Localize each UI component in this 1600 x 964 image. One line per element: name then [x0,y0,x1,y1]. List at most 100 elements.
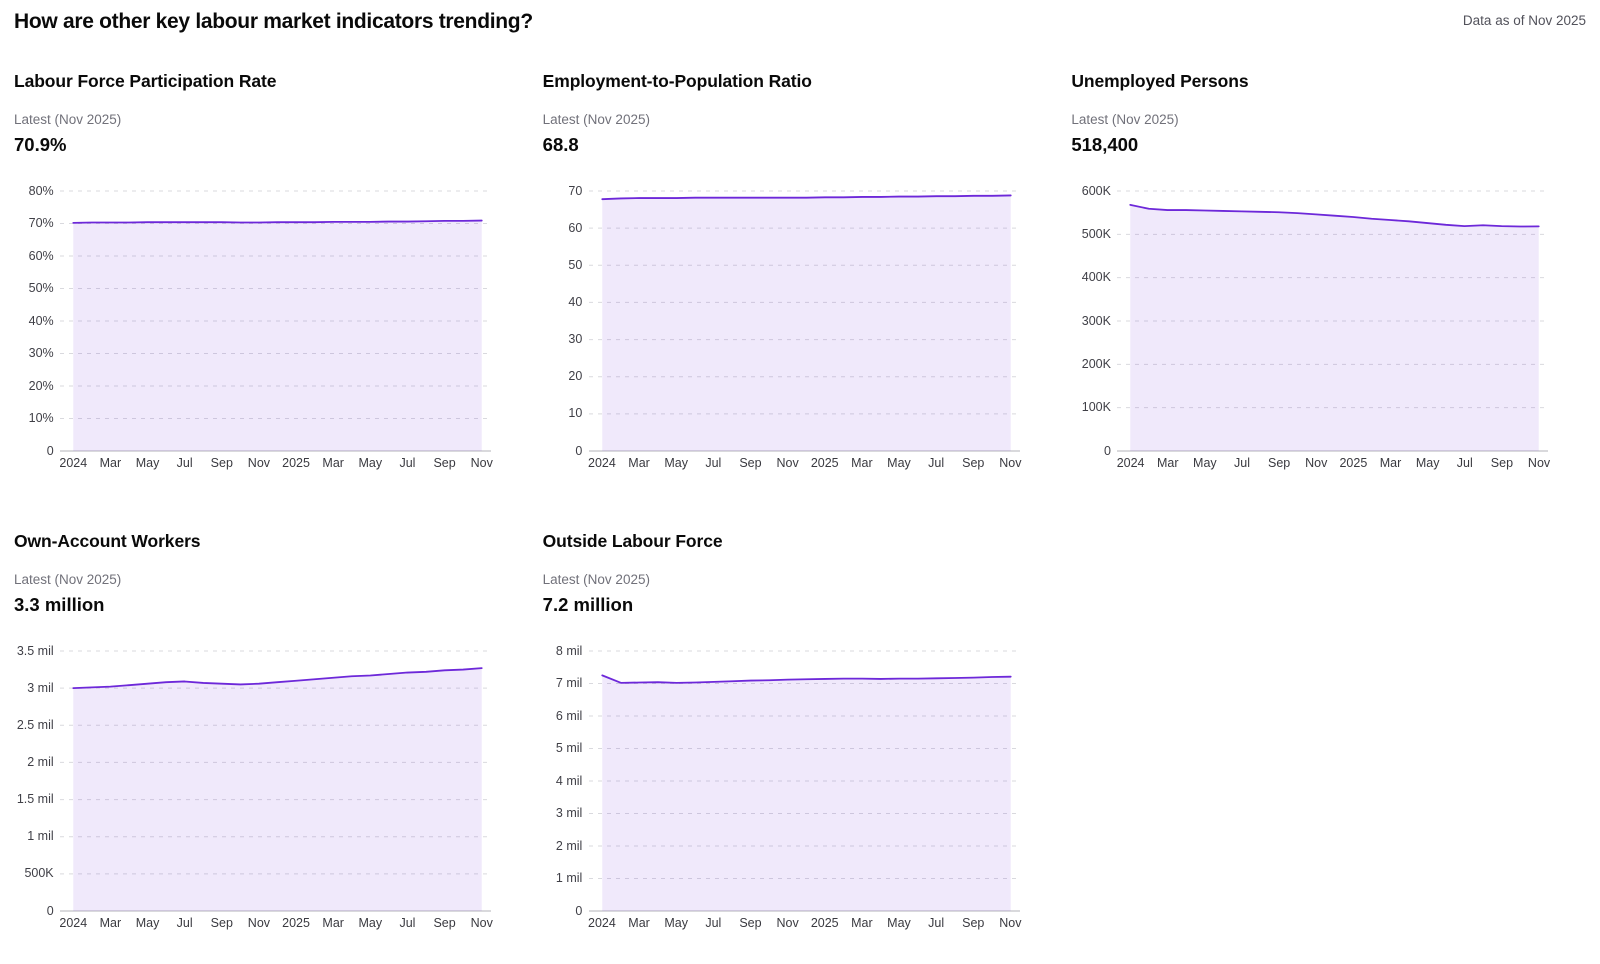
x-tick-label: Mar [1379,456,1402,470]
y-tick-label: 5 mil [555,741,583,755]
x-tick-label: Sep [433,456,456,470]
y-tick-label: 40% [28,313,54,328]
y-tick-label: 4 mil [555,773,583,788]
area-chart-etp-ratio: 70 60 50 40 30 20 10 0 2024 Mar May Jul Sep Nov 2025 Ma… [543,182,1022,474]
y-tick-label: 20 [568,369,583,384]
y-tick-label: 2 mil [555,838,583,853]
y-tick-label: 2 mil [27,754,54,769]
x-tick-label: May [1415,456,1440,470]
area-series [73,668,482,911]
x-tick-label: Jul [1456,456,1473,470]
y-tick-label: 2.5 mil [16,717,54,732]
x-tick-label: 2025 [810,916,839,930]
chart-title: Own-Account Workers [14,531,201,551]
y-tick-label: 200K [1081,356,1111,371]
plot-area [60,190,491,452]
latest-value: 518,400 [1071,134,1139,155]
x-tick-label: Nov [1527,456,1551,470]
y-tick-label: 1.5 mil [16,792,54,807]
area-chart-own-account: 3.5 mil 3 mil 2.5 mil 2 mil 1.5 mil 1 mil 500K… [14,642,493,934]
y-tick-label: 10 [568,406,583,421]
y-tick-label: 7 mil [555,676,583,690]
y-tick-label: 3 mil [27,680,54,695]
indicator-card-etp-ratio: Employment-to-Population Ratio Latest (N… [542,70,1022,474]
y-tick-label: 70% [28,216,54,230]
y-tick-label: 20% [28,378,54,393]
x-tick-label: Sep [739,916,762,930]
area-series [1130,204,1540,451]
indicator-card-unemployed: Unemployed Persons Latest (Nov 2025) 518… [1071,70,1551,474]
x-tick-label: 2024 [59,456,88,470]
x-tick-label: Mar [628,916,650,930]
y-tick-label: 0 [1104,443,1111,458]
x-tick-label: Jul [705,456,722,470]
page-title: How are other key labour market indicato… [14,10,533,33]
plot-area [60,650,491,912]
latest-label: Latest (Nov 2025) [14,112,122,127]
line-series [601,194,1012,201]
latest-label: Latest (Nov 2025) [1071,112,1179,127]
x-tick-label: Sep [433,916,456,930]
x-tick-label: Sep [739,456,762,470]
y-tick-label: 50 [568,257,583,272]
x-tick-label: Nov [776,916,799,930]
y-tick-label: 30% [28,346,54,360]
x-tick-label: May [358,916,383,930]
area-series [601,675,1011,911]
chart-title: Outside Labour Force [542,531,723,551]
x-tick-label: May [887,916,911,930]
x-tick-label: Jul [928,916,945,930]
area-series [73,220,482,451]
latest-value: 70.9% [14,134,67,155]
y-tick-label: 30 [568,332,583,347]
x-tick-label: Nov [1305,456,1328,470]
x-tick-label: Jul [928,456,945,470]
x-tick-label: Mar [1156,456,1179,470]
y-tick-label: 100K [1081,400,1111,415]
x-tick-label: Nov [999,916,1022,930]
line-series [601,674,1012,684]
charts-grid: Labour Force Participation Rate Latest (… [0,34,1600,964]
x-tick-label: Jul [176,916,193,930]
x-tick-label: Sep [1268,456,1291,470]
y-tick-label: 0 [575,443,583,458]
x-tick-label: Sep [962,456,985,470]
y-tick-label: 400K [1081,270,1111,285]
x-tick-label: May [135,456,160,470]
x-tick-label: Nov [247,456,271,470]
indicator-card-outside-lf: Outside Labour Force Latest (Nov 2025) 7… [542,530,1022,934]
y-tick-label: 3.5 mil [16,643,54,658]
x-tick-label: Mar [99,916,122,930]
x-tick-label: May [664,456,688,470]
area-chart-outside-lf: 8 mil 7 mil 6 mil 5 mil 4 mil 3 mil 2 mil 1 mil… [543,642,1022,934]
y-tick-label: 50% [28,281,54,295]
x-tick-label: 2024 [59,916,88,930]
x-tick-label: Nov [776,456,799,470]
latest-label: Latest (Nov 2025) [14,572,122,587]
line-series [72,219,483,224]
latest-value: 7.2 million [542,594,634,615]
x-tick-label: 2025 [810,456,839,470]
latest-value: 3.3 million [14,594,105,615]
x-tick-label: Jul [399,916,416,930]
chart-title: Employment-to-Population Ratio [542,71,812,91]
latest-label: Latest (Nov 2025) [542,572,650,587]
area-series [601,195,1011,451]
y-tick-label: 70 [568,183,583,198]
x-tick-label: May [358,456,383,470]
x-tick-label: Jul [1234,456,1250,470]
y-tick-label: 3 mil [555,806,583,820]
y-tick-label: 40 [568,294,583,309]
y-tick-label: 600K [1081,183,1111,198]
y-tick-label: 60 [568,220,583,235]
area-chart-lfpr: 80% 70% 60% 50% 40% 30% 20% 10% 0 2024 Mar May Jul Se… [14,182,493,474]
x-tick-label: May [1193,456,1217,470]
chart-title: Unemployed Persons [1071,71,1249,91]
x-tick-label: Nov [999,456,1022,470]
x-tick-label: 2025 [1339,456,1368,470]
x-tick-label: Mar [322,456,344,470]
x-tick-label: Jul [399,456,416,470]
y-tick-label: 1 mil [27,829,54,844]
y-tick-label: 500K [24,866,54,881]
x-tick-label: Sep [1490,456,1514,470]
